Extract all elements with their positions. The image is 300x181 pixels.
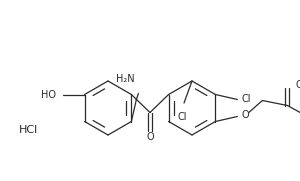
Text: O: O [146, 132, 154, 142]
Text: Cl: Cl [242, 94, 251, 104]
Text: HCl: HCl [18, 125, 38, 135]
Text: H₂N: H₂N [116, 73, 135, 83]
Text: Cl: Cl [177, 112, 187, 122]
Text: O: O [242, 110, 249, 119]
Text: O: O [296, 81, 300, 90]
Text: HO: HO [40, 89, 56, 100]
